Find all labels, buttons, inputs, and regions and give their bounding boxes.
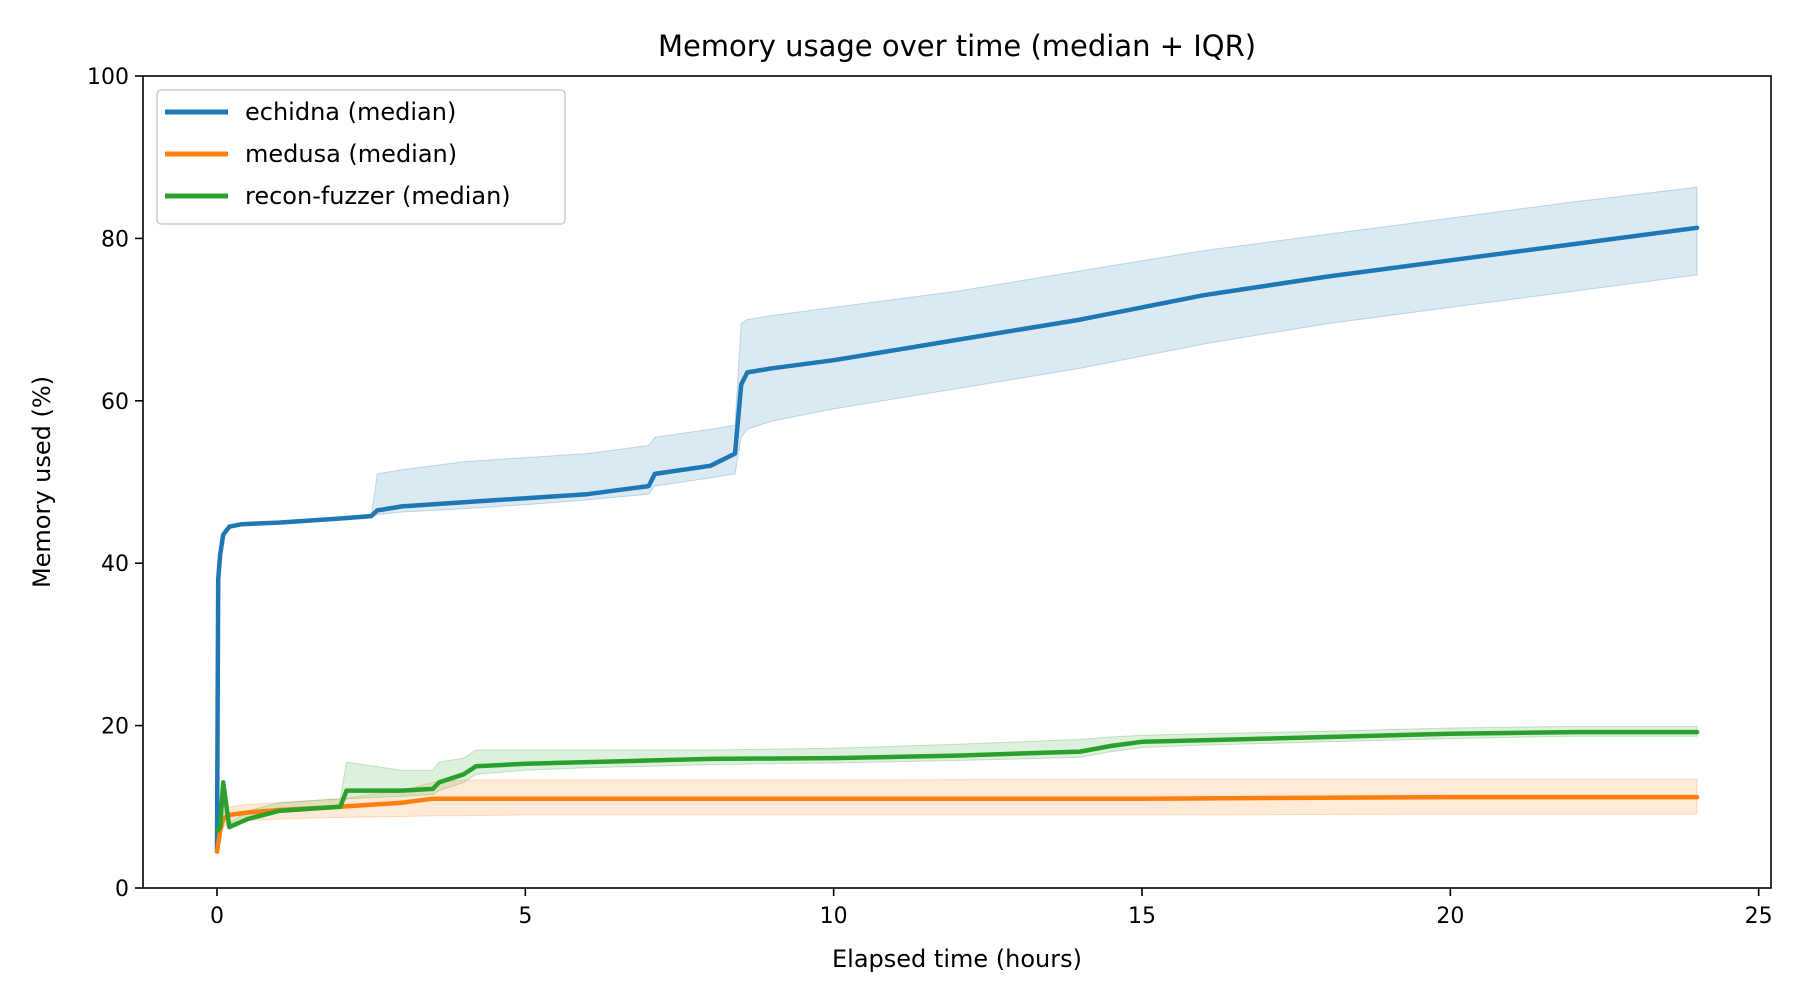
x-tick-label: 20: [1436, 904, 1464, 929]
x-axis-label: Elapsed time (hours): [832, 945, 1082, 973]
x-tick-label: 5: [518, 904, 532, 929]
y-tick-label: 0: [115, 877, 129, 902]
x-axis: 0 5 10 15 20 25: [210, 888, 1773, 929]
x-tick-label: 10: [820, 904, 848, 929]
y-tick-label: 60: [101, 390, 129, 415]
y-tick-label: 80: [101, 227, 129, 252]
echidna-iqr-band: [216, 186, 1698, 852]
y-tick-label: 100: [87, 65, 129, 90]
x-tick-label: 25: [1745, 904, 1773, 929]
x-tick-label: 15: [1128, 904, 1156, 929]
y-axis-label: Memory used (%): [28, 376, 56, 588]
plot-area: [214, 186, 1700, 854]
legend-entry-medusa: medusa (median): [245, 140, 457, 168]
legend-entry-echidna: echidna (median): [245, 98, 456, 126]
y-tick-label: 40: [101, 552, 129, 577]
legend-entry-recon-fuzzer: recon-fuzzer (median): [245, 182, 511, 210]
echidna-median-line: [214, 225, 1700, 854]
plot-frame: [142, 75, 1772, 889]
y-axis: 0 20 40 60 80 100: [87, 65, 143, 902]
y-tick-label: 20: [101, 715, 129, 740]
recon-fuzzer-median-line: [214, 729, 1700, 834]
medusa-median-line: [214, 794, 1700, 854]
chart-title: Memory usage over time (median + IQR): [658, 29, 1256, 63]
x-tick-label: 0: [210, 904, 224, 929]
legend-box: [156, 89, 566, 225]
legend: echidna (median) medusa (median) recon-fuz…: [156, 89, 566, 225]
